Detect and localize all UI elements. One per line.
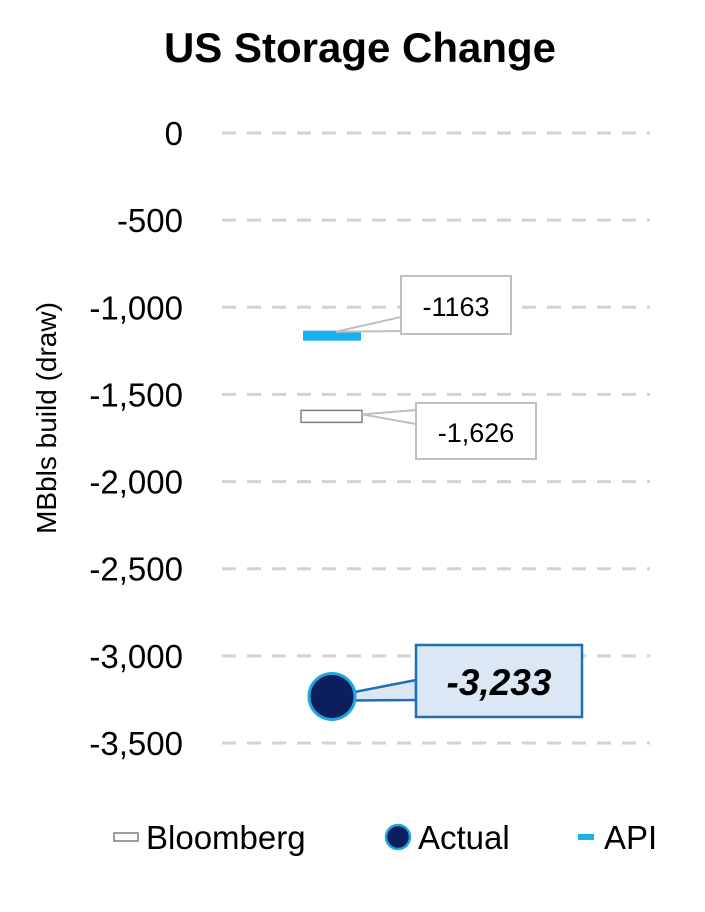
bloomberg-data-label: -1,626: [438, 418, 515, 448]
y-tick-label: -1,000: [89, 289, 183, 326]
actual-marker: [307, 671, 357, 721]
y-tick-label: -500: [117, 202, 183, 239]
legend-bloomberg-swatch: [113, 832, 139, 842]
y-tick-label: -2,000: [89, 464, 183, 501]
y-tick-label: -2,500: [89, 551, 183, 588]
y-tick-label: -1,500: [89, 376, 183, 413]
y-tick-label: 0: [165, 115, 183, 152]
legend-actual-swatch: [384, 823, 412, 851]
y-tick-label: -3,000: [89, 638, 183, 675]
api-callout-box: [400, 275, 512, 335]
bloomberg-callout-box: [415, 402, 537, 460]
actual-data-label: -3,233: [447, 662, 552, 703]
bloomberg-callout-pointer: [361, 408, 417, 426]
chart-title: US Storage Change: [164, 24, 556, 71]
y-axis-label: MBbls build (draw): [31, 302, 62, 534]
actual-callout-pointer: [350, 678, 418, 702]
api-callout-pointer: [335, 315, 402, 333]
legend-actual-label: Actual: [418, 819, 510, 856]
data-marks: -1,626 -1163 -3,233: [300, 275, 584, 721]
legend-bloomberg-label: Bloomberg: [146, 819, 306, 856]
legend-api-label: API: [604, 819, 657, 856]
api-marker: [303, 330, 361, 341]
legend: Bloomberg Actual API: [113, 819, 657, 856]
api-data-label: -1163: [422, 292, 489, 322]
legend-api-swatch: [578, 834, 594, 840]
bloomberg-marker: [300, 409, 363, 424]
actual-callout-box: [414, 643, 584, 719]
y-tick-label: -3,500: [89, 725, 183, 762]
y-tick-labels: 0 -500 -1,000 -1,500 -2,000 -2,500 -3,000 -3,50…: [89, 115, 183, 762]
